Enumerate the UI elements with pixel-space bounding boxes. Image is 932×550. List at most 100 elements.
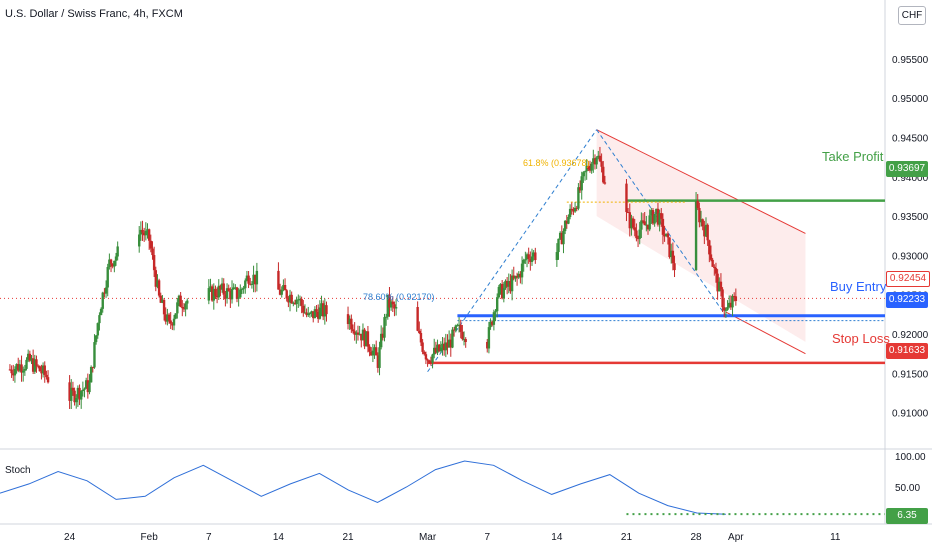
candle-body bbox=[449, 339, 452, 348]
x-tick-label: Mar bbox=[419, 532, 437, 543]
candle-body bbox=[641, 220, 645, 222]
candle-body bbox=[575, 207, 578, 209]
candle-body bbox=[43, 365, 46, 375]
candle-body bbox=[709, 254, 713, 260]
currency-badge[interactable]: CHF bbox=[898, 6, 926, 25]
candle-body bbox=[101, 292, 104, 309]
candle-body bbox=[512, 275, 515, 279]
candle-body bbox=[462, 339, 466, 341]
candle-body bbox=[166, 314, 169, 322]
candle-body bbox=[557, 238, 560, 253]
candle-body bbox=[565, 220, 568, 224]
candle-body bbox=[572, 209, 575, 212]
candle-body bbox=[151, 248, 154, 256]
candle-body bbox=[661, 218, 665, 235]
candle-body bbox=[734, 296, 738, 301]
candle-body bbox=[86, 380, 90, 393]
candle-body bbox=[116, 246, 119, 257]
candle-body bbox=[308, 313, 312, 315]
candle-body bbox=[240, 288, 244, 290]
candle-body bbox=[142, 232, 146, 236]
candle-body bbox=[505, 280, 509, 287]
candle-body bbox=[389, 301, 393, 308]
candle-body bbox=[635, 230, 638, 239]
candle-body bbox=[530, 256, 534, 262]
candle-body bbox=[593, 158, 597, 165]
candle-body bbox=[373, 347, 376, 351]
candle-body bbox=[22, 370, 25, 373]
candle-body bbox=[486, 341, 489, 349]
candle-body bbox=[111, 263, 114, 267]
candle-body bbox=[41, 365, 45, 374]
candle-body bbox=[640, 220, 643, 230]
candle-body bbox=[499, 283, 502, 287]
candle-body bbox=[278, 289, 282, 295]
x-tick-label: 28 bbox=[691, 532, 703, 543]
candle-body bbox=[177, 295, 181, 303]
candle-body bbox=[447, 339, 451, 348]
candle-body bbox=[381, 333, 385, 338]
candle-body bbox=[384, 316, 388, 318]
candle-body bbox=[497, 286, 501, 298]
candle-body bbox=[156, 280, 159, 287]
candle-body bbox=[167, 314, 171, 321]
candle-body bbox=[227, 288, 230, 291]
candle-body bbox=[459, 324, 462, 332]
candle-body bbox=[154, 270, 157, 287]
fib-618-label: 61.8% (0.93678) bbox=[523, 158, 590, 168]
candle-body bbox=[582, 172, 585, 177]
candle-body bbox=[699, 219, 703, 223]
candle-body bbox=[442, 343, 446, 351]
candle-body bbox=[665, 233, 668, 237]
candle-body bbox=[464, 339, 467, 342]
candle-body bbox=[592, 158, 595, 164]
candle-body bbox=[108, 259, 111, 268]
candle-body bbox=[655, 208, 658, 215]
candle-body bbox=[325, 305, 328, 315]
x-tick-label: 7 bbox=[206, 532, 212, 543]
candle-body bbox=[514, 275, 517, 279]
candle-body bbox=[84, 380, 88, 389]
candle-body bbox=[229, 290, 232, 300]
candle-body bbox=[510, 275, 514, 292]
candle-body bbox=[646, 224, 650, 230]
current-price-tag: 0.92454 bbox=[886, 271, 930, 287]
candle-body bbox=[162, 299, 166, 315]
candle-body bbox=[568, 208, 572, 218]
stoch-y-tick: 50.00 bbox=[895, 483, 920, 494]
candle-body bbox=[726, 307, 729, 310]
candle-body bbox=[451, 329, 454, 348]
candle-body bbox=[28, 353, 32, 361]
candle-body bbox=[587, 165, 590, 169]
candle-body bbox=[80, 391, 83, 400]
candle-body bbox=[718, 281, 721, 292]
candle-body bbox=[656, 208, 660, 225]
y-tick-label: 0.93500 bbox=[892, 212, 929, 223]
candle-body bbox=[169, 320, 172, 324]
stoch-line bbox=[0, 460, 726, 515]
candle-body bbox=[46, 377, 50, 383]
candle-body bbox=[519, 273, 522, 278]
candle-body bbox=[524, 259, 527, 261]
candle-body bbox=[534, 252, 537, 261]
candle-body bbox=[139, 229, 143, 235]
candle-body bbox=[668, 237, 671, 258]
candle-body bbox=[529, 258, 532, 262]
candle-body bbox=[75, 397, 78, 403]
x-tick-label: 14 bbox=[551, 532, 563, 543]
candle-body bbox=[560, 232, 564, 245]
candle-body bbox=[731, 296, 734, 308]
candle-body bbox=[625, 183, 628, 213]
candle-body bbox=[383, 317, 386, 338]
stoch-y-tick: 100.00 bbox=[895, 452, 926, 463]
candle-body bbox=[602, 166, 605, 183]
candle-body bbox=[71, 387, 75, 391]
candle-body bbox=[88, 382, 91, 393]
candle-body bbox=[106, 267, 109, 288]
candle-body bbox=[234, 287, 237, 289]
candle-body bbox=[114, 256, 118, 261]
candle-body bbox=[18, 364, 22, 371]
candle-body bbox=[209, 286, 212, 289]
candle-body bbox=[719, 281, 723, 290]
